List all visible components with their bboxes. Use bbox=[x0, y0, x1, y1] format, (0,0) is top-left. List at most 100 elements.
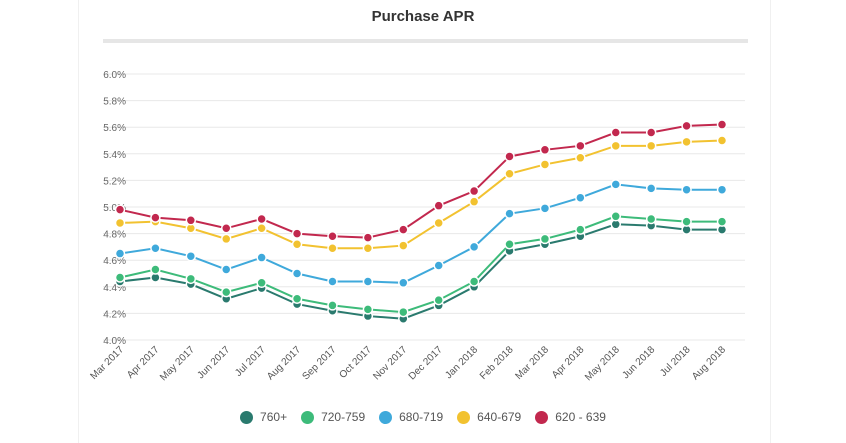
data-point bbox=[327, 231, 338, 242]
data-point bbox=[398, 240, 409, 251]
data-point bbox=[716, 184, 728, 195]
data-point bbox=[610, 127, 622, 138]
data-point bbox=[575, 224, 586, 235]
data-point bbox=[220, 233, 232, 245]
data-point bbox=[433, 294, 444, 306]
legend-item[interactable]: 720-759 bbox=[301, 410, 365, 424]
x-tick-label: Apr 2017 bbox=[125, 344, 162, 381]
series-line-3 bbox=[119, 139, 723, 250]
data-point bbox=[575, 152, 586, 164]
x-tick-label: Feb 2018 bbox=[478, 344, 516, 382]
x-tick-label: Oct 2017 bbox=[338, 344, 375, 381]
data-point bbox=[220, 286, 232, 298]
y-tick-label: 5.8% bbox=[103, 97, 126, 108]
x-tick-label: May 2018 bbox=[583, 344, 622, 383]
data-point bbox=[398, 306, 409, 318]
y-tick-label: 4.0% bbox=[103, 336, 126, 347]
data-point bbox=[291, 238, 303, 250]
x-tick-label: Dec 2017 bbox=[407, 344, 445, 382]
data-point bbox=[468, 241, 480, 253]
y-tick-label: 4.4% bbox=[103, 283, 126, 294]
legend-item[interactable]: 680-719 bbox=[379, 410, 443, 424]
data-point bbox=[327, 242, 338, 254]
legend-item[interactable]: 620 - 639 bbox=[535, 410, 606, 424]
data-point bbox=[504, 168, 515, 179]
x-tick-label: Jul 2017 bbox=[233, 344, 268, 379]
data-point bbox=[575, 192, 586, 203]
x-tick-label: Aug 2018 bbox=[690, 344, 728, 382]
data-point bbox=[716, 135, 728, 146]
legend-label: 720-759 bbox=[321, 410, 366, 424]
data-point bbox=[291, 228, 303, 239]
legend-dot-icon bbox=[240, 410, 254, 424]
data-point bbox=[256, 252, 267, 263]
data-point bbox=[539, 144, 551, 156]
y-tick-label: 6.0% bbox=[103, 70, 126, 81]
data-point bbox=[185, 250, 197, 262]
data-point bbox=[716, 216, 728, 227]
data-point bbox=[362, 276, 374, 287]
y-tick-label: 4.8% bbox=[103, 230, 126, 241]
data-point bbox=[291, 268, 303, 279]
data-point bbox=[362, 242, 374, 254]
y-tick-label: 5.2% bbox=[103, 176, 126, 187]
data-point bbox=[362, 304, 374, 315]
data-point bbox=[681, 136, 692, 148]
data-point bbox=[645, 213, 657, 225]
data-point bbox=[150, 242, 161, 254]
x-tick-label: Nov 2017 bbox=[371, 344, 409, 382]
legend-dot-icon bbox=[457, 410, 471, 424]
x-tick-label: Mar 2018 bbox=[513, 344, 551, 382]
data-point bbox=[504, 151, 515, 162]
legend-item[interactable]: 640-679 bbox=[457, 410, 521, 424]
data-point bbox=[681, 184, 692, 195]
legend-dot-icon bbox=[535, 410, 549, 424]
data-point bbox=[504, 238, 515, 250]
data-point bbox=[185, 273, 197, 285]
data-point bbox=[114, 272, 126, 283]
data-point bbox=[645, 140, 657, 152]
data-point bbox=[610, 179, 622, 190]
page-border-left bbox=[78, 0, 79, 443]
x-tick-label: Jun 2018 bbox=[620, 344, 657, 381]
legend-dot-icon bbox=[301, 410, 315, 424]
data-point bbox=[433, 260, 444, 271]
data-point bbox=[256, 223, 267, 234]
legend-label: 640-679 bbox=[477, 410, 522, 424]
data-point bbox=[291, 293, 303, 305]
data-point bbox=[433, 200, 444, 211]
x-tick-label: Jan 2018 bbox=[443, 344, 480, 381]
data-point bbox=[610, 140, 622, 152]
data-point bbox=[114, 204, 126, 215]
data-point bbox=[220, 223, 232, 234]
title-divider bbox=[103, 39, 748, 43]
x-tick-label: Aug 2017 bbox=[265, 344, 303, 382]
data-point bbox=[150, 264, 161, 275]
data-point bbox=[716, 119, 728, 130]
y-tick-label: 4.2% bbox=[103, 309, 126, 320]
y-tick-label: 5.4% bbox=[103, 150, 126, 161]
data-point bbox=[327, 300, 338, 311]
data-point bbox=[362, 232, 374, 243]
data-point bbox=[468, 196, 480, 207]
x-tick-label: May 2017 bbox=[158, 344, 197, 383]
data-point bbox=[504, 208, 515, 219]
data-point bbox=[398, 224, 409, 235]
data-point bbox=[256, 277, 267, 289]
legend-item[interactable]: 760+ bbox=[240, 410, 287, 424]
data-point bbox=[681, 216, 692, 227]
data-point bbox=[645, 127, 657, 138]
legend-dot-icon bbox=[379, 410, 393, 424]
data-point bbox=[433, 217, 444, 229]
data-point bbox=[575, 140, 586, 152]
data-point bbox=[327, 276, 338, 287]
data-point bbox=[114, 217, 126, 229]
y-tick-label: 5.0% bbox=[103, 203, 126, 214]
y-tick-label: 4.6% bbox=[103, 256, 126, 267]
legend-label: 680-719 bbox=[399, 410, 444, 424]
data-point bbox=[539, 203, 551, 214]
data-point bbox=[114, 248, 126, 259]
data-point bbox=[645, 183, 657, 194]
